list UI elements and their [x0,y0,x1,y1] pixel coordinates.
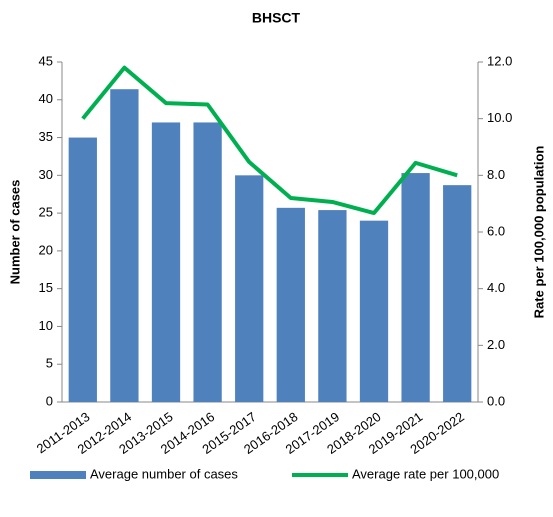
bar [443,185,472,402]
y-tick-label: 40 [39,91,53,106]
legend-label: Average number of cases [90,466,238,481]
y-tick-label: 25 [39,205,53,220]
chart-title: BHSCT [252,10,301,26]
y2-tick-label: 6.0 [487,223,505,238]
y2-tick-label: 8.0 [487,167,505,182]
bar [235,175,264,402]
y2-tick-label: 0.0 [487,393,505,408]
line [81,65,458,216]
bar [68,137,97,403]
y-tick-label: 20 [39,242,53,257]
bar [401,173,430,402]
legend-label: Average rate per 100,000 [352,466,499,481]
bar [318,210,347,402]
y-tick-label: 5 [46,356,53,371]
y2-tick-label: 2.0 [487,337,505,352]
y2-tick-label: 12.0 [487,53,512,68]
y-tick-label: 0 [46,393,53,408]
y-tick-label: 30 [39,167,53,182]
bar [276,207,305,402]
y-tick-label: 35 [39,129,53,144]
bar [151,122,181,402]
bar [193,122,222,402]
legend-swatch [30,471,86,479]
bar [359,220,389,402]
y2-axis-title: Rate per 100,000 population [531,146,546,319]
y2-tick-label: 4.0 [487,280,505,295]
y2-tick-label: 10.0 [487,110,512,125]
y-tick-label: 10 [39,318,53,333]
y-tick-label: 15 [39,280,53,295]
y-axis-title: Number of cases [7,180,22,285]
bar [110,89,139,402]
y-tick-label: 45 [39,53,53,68]
